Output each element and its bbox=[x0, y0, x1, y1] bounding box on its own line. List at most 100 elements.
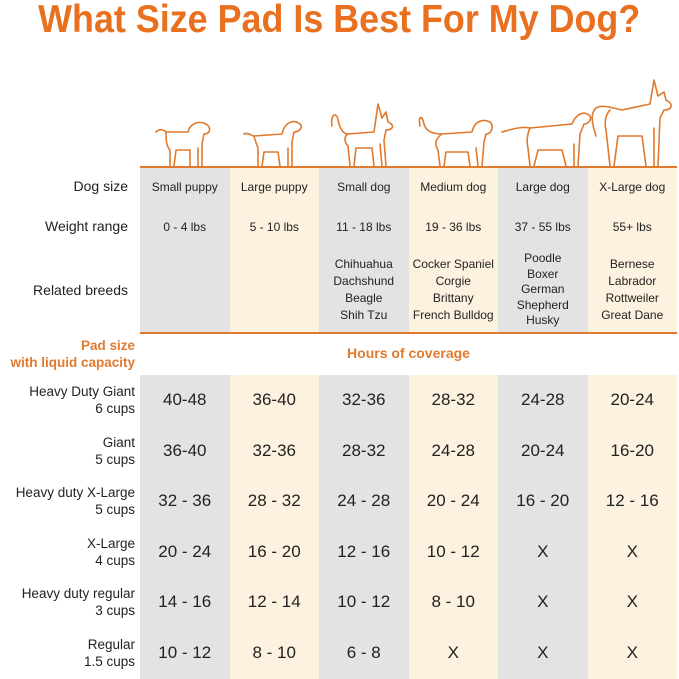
breed-cell: Labrador bbox=[608, 274, 657, 288]
hours-cell: 8 - 10 bbox=[252, 642, 296, 662]
pad-label: Heavy duty X-Large 5 cups bbox=[0, 484, 135, 518]
dog-size-cell: Small puppy bbox=[151, 180, 218, 194]
column-bg-bottom bbox=[140, 375, 230, 679]
pad-label: Heavy duty regular 3 cups bbox=[0, 585, 135, 619]
breed-cell: Husky bbox=[526, 313, 560, 327]
hours-of-coverage-header: Hours of coverage bbox=[347, 345, 470, 361]
hours-cell: X bbox=[626, 541, 638, 561]
small-puppy-icon bbox=[155, 121, 211, 167]
hours-cell: 32-36 bbox=[252, 440, 296, 460]
hours-cell: 24 - 28 bbox=[337, 491, 391, 510]
hours-cell: 10 - 12 bbox=[337, 592, 391, 611]
pad-capacity: 6 cups bbox=[95, 401, 135, 416]
title-text: What Size Pad Is Best For My Dog? bbox=[38, 0, 641, 41]
breed-cell: Dachshund bbox=[333, 274, 395, 288]
hours-cell: X bbox=[537, 642, 549, 662]
breed-cell: Corgie bbox=[435, 274, 471, 288]
breed-cell: Bernese bbox=[609, 257, 655, 271]
page-title: What Size Pad Is Best For My Dog? bbox=[0, 0, 679, 44]
liquid-capacity-label: with liquid capacity bbox=[10, 355, 135, 370]
breed-cell: Cocker Spaniel bbox=[412, 257, 494, 271]
hours-cell: 20 - 24 bbox=[158, 541, 212, 561]
row-label-weight: Weight range bbox=[44, 218, 128, 234]
row-label-breeds: Related breeds bbox=[33, 282, 128, 298]
weight-cell: 55+ lbs bbox=[612, 220, 652, 234]
hours-cell: 28-32 bbox=[342, 440, 386, 460]
hours-cell: 36-40 bbox=[252, 390, 296, 409]
pad-label: Regular 1.5 cups bbox=[0, 636, 135, 670]
breed-cell: Beagle bbox=[345, 291, 383, 305]
pad-name: Regular bbox=[87, 636, 135, 652]
column-bg-top bbox=[408, 167, 498, 332]
hours-cell: X bbox=[537, 541, 549, 561]
column-bg-bottom bbox=[229, 375, 319, 679]
pad-label: Heavy Duty Giant 6 cups bbox=[0, 383, 135, 417]
large-puppy-icon bbox=[243, 120, 303, 167]
hours-cell: 20 - 24 bbox=[426, 491, 480, 510]
column-bg-top bbox=[587, 167, 677, 332]
pad-capacity: 1.5 cups bbox=[83, 653, 135, 669]
dog-size-cell: X-Large dog bbox=[599, 180, 666, 194]
hours-cell: 40-48 bbox=[163, 390, 207, 409]
breed-cell: German bbox=[521, 282, 565, 296]
breed-cell: Poodle bbox=[524, 251, 562, 265]
hours-cell: 16 - 20 bbox=[247, 541, 301, 561]
hours-cell: 12 - 16 bbox=[337, 541, 391, 561]
pad-capacity: 3 cups bbox=[95, 603, 135, 618]
breed-cell: French Bulldog bbox=[412, 308, 494, 322]
column-bg-top bbox=[140, 167, 230, 332]
dog-illustrations bbox=[155, 79, 672, 167]
breed-cell: Boxer bbox=[527, 266, 559, 281]
hours-cell: 12 - 16 bbox=[605, 491, 659, 510]
breed-cell: Great Dane bbox=[601, 308, 664, 322]
dog-size-cell: Small dog bbox=[337, 180, 391, 194]
column-bg-bottom bbox=[319, 375, 409, 679]
hours-cell: 20-24 bbox=[521, 440, 565, 460]
pad-name: X-Large bbox=[86, 535, 135, 551]
hours-cell: 14 - 16 bbox=[158, 592, 212, 611]
pad-label: X-Large 4 cups bbox=[0, 535, 135, 569]
weight-cell: 11 - 18 lbs bbox=[336, 220, 392, 234]
hours-cell: 8 - 10 bbox=[431, 592, 475, 611]
hours-cell: X bbox=[537, 592, 549, 611]
hours-cell: 10 - 12 bbox=[426, 541, 480, 561]
hours-cell: 6 - 8 bbox=[346, 642, 381, 662]
hours-cell: 12 - 14 bbox=[247, 592, 301, 611]
pad-capacity: 5 cups bbox=[95, 502, 135, 517]
hours-cell: 16-20 bbox=[610, 440, 654, 460]
column-bg-bottom bbox=[498, 375, 588, 679]
hours-cell: X bbox=[626, 592, 638, 611]
column-bg-top bbox=[229, 167, 319, 332]
hours-cell: 10 - 12 bbox=[158, 642, 212, 662]
row-label-dog-size: Dog size bbox=[73, 178, 128, 194]
pad-size-header: Pad size with liquid capacity bbox=[0, 337, 135, 371]
hours-cell: 32-36 bbox=[342, 390, 386, 409]
pad-name: Giant bbox=[102, 434, 135, 450]
column-bg-top bbox=[319, 167, 409, 332]
breed-cell: Shih Tzu bbox=[340, 308, 388, 322]
x-large-dog-icon bbox=[591, 79, 672, 167]
hours-cell: X bbox=[626, 642, 638, 662]
breed-cell: Shepherd bbox=[516, 297, 569, 312]
hours-cell: 24-28 bbox=[431, 440, 475, 460]
column-bg-bottom bbox=[408, 375, 498, 679]
dog-size-cell: Large puppy bbox=[240, 180, 308, 194]
pad-name: Heavy duty X-Large bbox=[15, 485, 135, 500]
pad-name: Heavy Duty Giant bbox=[29, 384, 135, 399]
breed-cell: Chihuahua bbox=[334, 257, 393, 271]
weight-cell: 0 - 4 lbs bbox=[163, 220, 207, 234]
top-divider bbox=[140, 166, 677, 168]
hours-cell: 36-40 bbox=[163, 440, 207, 460]
pad-size-label: Pad size bbox=[80, 338, 135, 353]
hours-cell: 28 - 32 bbox=[247, 491, 301, 510]
dog-size-cell: Medium dog bbox=[420, 180, 487, 194]
middle-divider bbox=[140, 332, 677, 334]
weight-cell: 19 - 36 lbs bbox=[425, 220, 482, 234]
hours-cell: 32 - 36 bbox=[158, 491, 212, 510]
pad-name: Heavy duty regular bbox=[21, 586, 135, 601]
hours-cell: X bbox=[447, 642, 459, 662]
weight-cell: 37 - 55 lbs bbox=[514, 220, 571, 234]
hours-cell: 16 - 20 bbox=[516, 491, 570, 510]
dog-size-cell: Large dog bbox=[515, 180, 570, 194]
column-bg-bottom bbox=[587, 375, 677, 679]
